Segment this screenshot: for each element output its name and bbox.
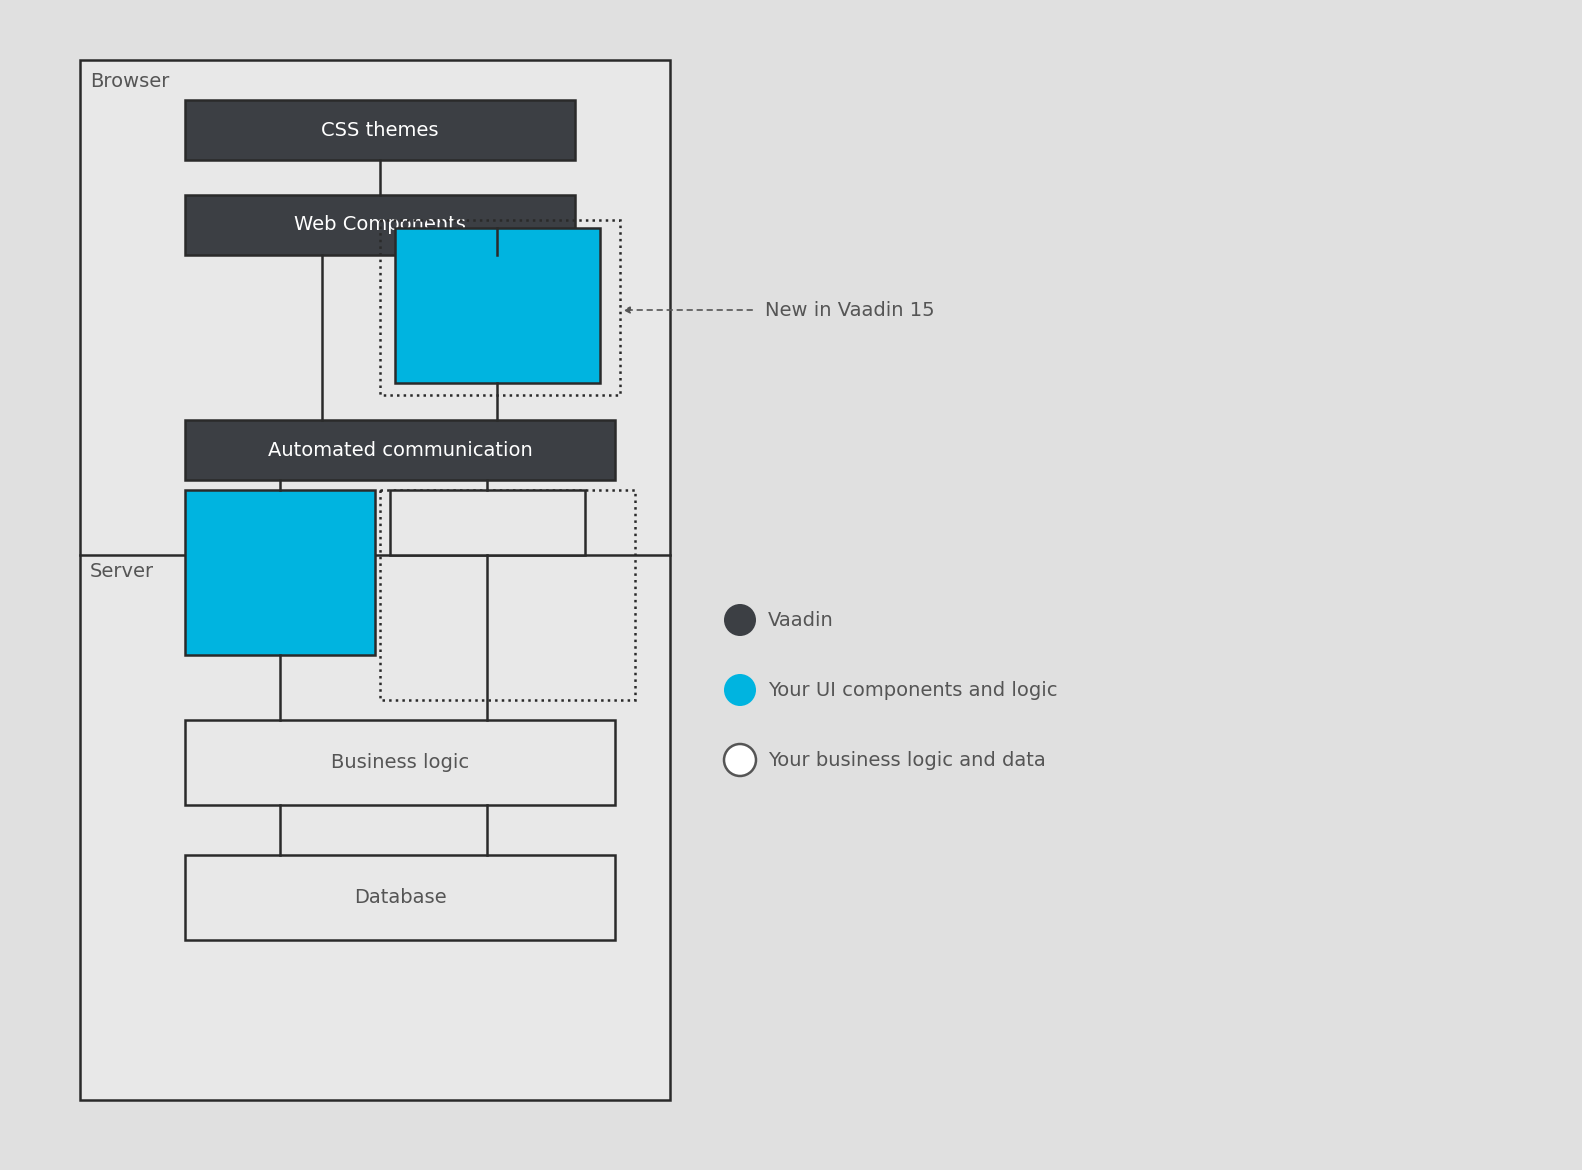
Bar — [185, 99, 574, 160]
Bar — [81, 60, 671, 1100]
Text: Business logic: Business logic — [331, 753, 468, 772]
Text: Browser: Browser — [90, 73, 169, 91]
Text: New in Vaadin 15: New in Vaadin 15 — [766, 301, 935, 319]
Text: UI: UI — [487, 324, 508, 343]
Text: Vaadin services: Vaadin services — [411, 512, 563, 532]
Bar — [185, 720, 615, 805]
Bar — [185, 195, 574, 255]
Text: UI: UI — [271, 587, 290, 607]
Text: Java: Java — [193, 500, 234, 519]
Bar — [396, 228, 600, 383]
Circle shape — [725, 674, 756, 706]
Text: Database: Database — [354, 888, 446, 907]
Bar — [391, 490, 585, 555]
Bar — [380, 220, 620, 395]
Text: Automated communication: Automated communication — [267, 440, 533, 460]
Text: Your UI components and logic: Your UI components and logic — [767, 681, 1057, 700]
Circle shape — [725, 604, 756, 636]
Text: TypeScript and
LitElement: TypeScript and LitElement — [403, 240, 547, 284]
Bar — [185, 855, 615, 940]
Bar — [185, 490, 375, 655]
Bar — [380, 490, 634, 700]
Text: Web Components: Web Components — [294, 215, 467, 234]
Text: CSS themes: CSS themes — [321, 121, 438, 139]
Text: Your business logic and data: Your business logic and data — [767, 750, 1046, 770]
Circle shape — [725, 744, 756, 776]
Text: Server: Server — [90, 562, 153, 581]
Bar — [185, 420, 615, 480]
Text: Vaadin: Vaadin — [767, 611, 834, 629]
